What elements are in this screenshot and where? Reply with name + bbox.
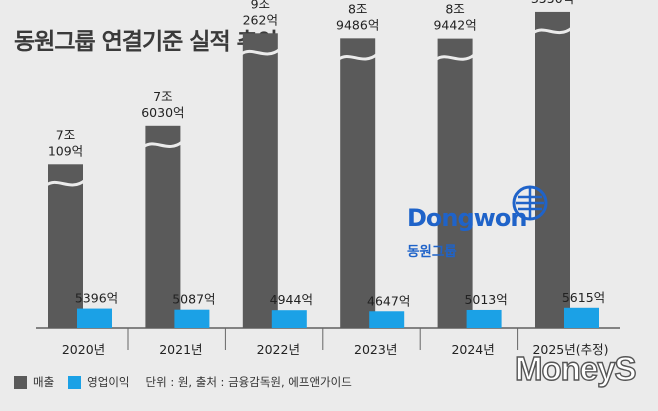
- op-profit-bar: [77, 308, 112, 328]
- sales-value-label: 3550억: [531, 0, 574, 6]
- sales-bar: [535, 11, 570, 329]
- sales-bar: [48, 164, 83, 328]
- sales-value-label: 7조: [153, 89, 172, 104]
- axis-break-mark: [434, 53, 476, 61]
- logo-subtitle: 동원그룹: [407, 244, 457, 260]
- op-value-label: 5013억: [464, 292, 507, 307]
- op-value-label: 5615억: [562, 290, 605, 305]
- logo-wordmark: Dongwon: [407, 204, 527, 232]
- globe-logo-icon: [512, 185, 548, 221]
- sales-value-label: 8조: [348, 1, 367, 16]
- sales-value-label: 8조: [445, 2, 464, 17]
- moneys-brand-logo: MoneyS: [514, 349, 637, 387]
- op-value-label: 4647억: [367, 293, 410, 308]
- op-profit-bar: [174, 309, 210, 328]
- axis-break-mark: [532, 26, 573, 35]
- sales-value-label: 9442억: [433, 18, 476, 33]
- sales-bar: [340, 38, 376, 328]
- sales-bar: [437, 38, 473, 328]
- op-profit-bar: [466, 309, 502, 328]
- dongwon-logo: Dongwon 동원그룹: [407, 185, 555, 265]
- x-tick-label: 2023년: [354, 342, 397, 357]
- x-tick-label: 2025년(추정): [532, 342, 608, 357]
- sales-value-label: 6030억: [141, 105, 184, 120]
- sales-value-label: 109억: [48, 143, 83, 158]
- op-value-label: 5087억: [172, 292, 215, 307]
- sales-value-label: 7조: [56, 127, 75, 142]
- axis-break-mark: [45, 179, 86, 187]
- x-tick-label: 2024년: [451, 342, 494, 357]
- x-tick-label: 2020년: [62, 342, 105, 357]
- legend: 매출 영업이익 단위 : 원, 출처 : 금융감독원, 에프앤가이드: [14, 374, 352, 390]
- op-value-label: 5396억: [75, 291, 118, 306]
- x-tick-label: 2022년: [257, 342, 300, 357]
- op-profit-bar: [564, 307, 599, 328]
- axis-break-mark: [337, 53, 379, 61]
- source-note: 단위 : 원, 출처 : 금융감독원, 에프앤가이드: [145, 375, 352, 389]
- legend-sales-swatch: [14, 375, 27, 389]
- axis-break-mark: [239, 48, 281, 56]
- legend-sales-label: 매출: [33, 375, 55, 389]
- op-profit-bar: [271, 310, 307, 328]
- legend-op-swatch: [68, 375, 82, 389]
- sales-value-label: 9486억: [336, 17, 379, 32]
- sales-bar: [145, 125, 181, 329]
- sales-value-label: 262억: [243, 12, 278, 27]
- op-value-label: 4944억: [270, 292, 313, 307]
- legend-op-label: 영업이익: [87, 375, 130, 389]
- chart-title: 동원그룹 연결기준 실적 추이: [14, 29, 278, 55]
- x-tick-label: 2021년: [159, 342, 202, 357]
- sales-bar: [242, 33, 278, 329]
- axis-break-mark: [142, 140, 184, 149]
- op-profit-bar: [369, 311, 405, 328]
- sales-value-label: 9조: [251, 0, 270, 11]
